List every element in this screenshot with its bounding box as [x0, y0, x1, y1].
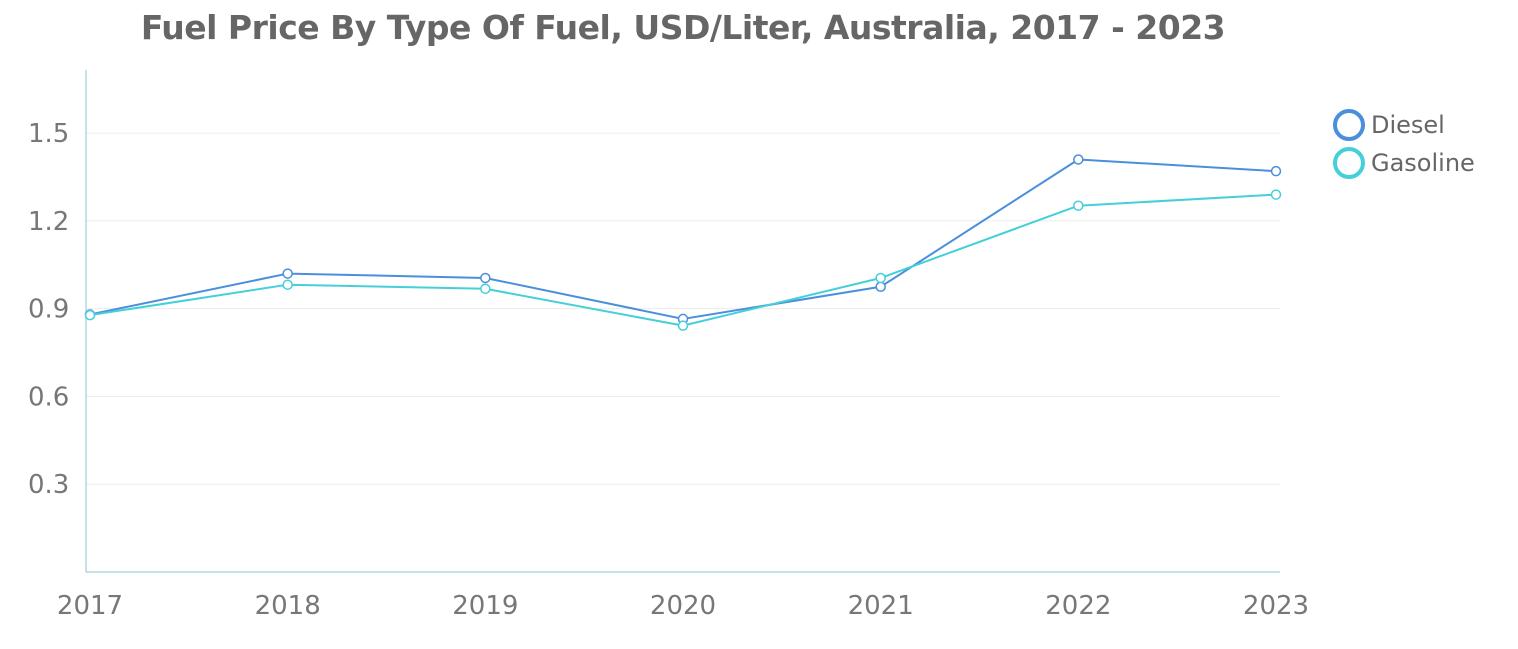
x-tick-label: 2021	[848, 591, 914, 621]
data-point-diesel	[875, 281, 886, 292]
y-tick-label: 0.6	[28, 382, 69, 412]
data-point-diesel	[282, 268, 293, 279]
grid-layer	[86, 132, 1280, 485]
x-tick-label: 2018	[255, 591, 321, 621]
x-tick-label: 2023	[1243, 591, 1309, 621]
legend: Diesel Gasoline	[1333, 109, 1475, 179]
series-line-gasoline	[89, 193, 1277, 327]
data-point-gasoline	[1270, 189, 1282, 200]
series-line-diesel	[89, 158, 1277, 320]
y-tick-label: 1.5	[28, 119, 69, 149]
x-tick-label: 2017	[57, 591, 123, 621]
y-tick-label: 0.9	[28, 295, 69, 325]
data-point-gasoline	[875, 272, 886, 284]
legend-marker-diesel	[1333, 109, 1365, 141]
data-point-gasoline	[282, 279, 293, 290]
x-tick-label: 2022	[1045, 591, 1111, 621]
series-layer	[84, 154, 1282, 331]
data-point-gasoline	[677, 320, 689, 331]
data-point-diesel	[480, 272, 491, 284]
data-point-gasoline	[1073, 200, 1084, 211]
legend-label-diesel: Diesel	[1371, 111, 1445, 139]
chart-title: Fuel Price By Type Of Fuel, USD/Liter, A…	[140, 8, 1226, 47]
data-point-diesel	[1073, 154, 1084, 165]
legend-label-gasoline: Gasoline	[1371, 149, 1475, 177]
data-point-diesel	[1270, 165, 1282, 177]
x-tick-label: 2019	[452, 591, 518, 621]
axis-layer: 0.3 0.6 0.9 1.2 1.5 2017 2018 2019 2020 2021 2022 2…	[28, 70, 1309, 621]
x-tick-label: 2020	[650, 591, 716, 621]
data-point-gasoline	[84, 309, 96, 321]
y-tick-label: 1.2	[28, 207, 69, 237]
legend-marker-gasoline	[1333, 147, 1365, 179]
data-point-gasoline	[480, 283, 491, 295]
y-tick-label: 0.3	[28, 470, 69, 500]
